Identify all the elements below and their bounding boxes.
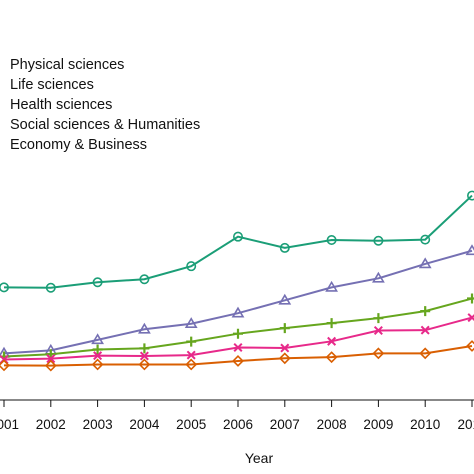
x-tick-label: 2007 <box>270 417 300 432</box>
data-point <box>231 306 245 318</box>
data-point <box>186 261 197 272</box>
series-2 <box>0 244 474 358</box>
data-point <box>467 293 474 304</box>
data-point <box>139 274 150 285</box>
legend-entry: Life sciences <box>10 77 94 93</box>
data-point <box>45 282 56 293</box>
x-tick-label: 2005 <box>176 417 206 432</box>
x-tick-label: 2003 <box>83 417 113 432</box>
data-point <box>372 271 385 283</box>
data-point <box>465 244 474 256</box>
data-point <box>327 336 337 346</box>
legend-entry: Economy & Business <box>10 137 147 153</box>
series-1 <box>0 190 474 293</box>
data-point <box>0 359 10 372</box>
data-point <box>138 322 151 334</box>
data-point <box>186 350 196 360</box>
data-point <box>326 234 337 245</box>
series-3 <box>0 293 474 362</box>
data-point <box>233 342 243 352</box>
legend-entry: Social sciences & Humanities <box>10 117 200 133</box>
data-point <box>185 358 198 371</box>
data-point <box>372 347 385 360</box>
data-point <box>46 354 56 364</box>
data-point <box>467 190 474 201</box>
x-axis-title: Year <box>245 450 274 466</box>
series-5 <box>0 340 474 372</box>
x-tick-label: 2006 <box>223 417 253 432</box>
x-tick-label: 2002 <box>36 417 66 432</box>
x-tick-label: 2004 <box>129 417 160 432</box>
data-point <box>138 358 151 371</box>
data-point <box>467 313 474 323</box>
x-tick-layer: 2001 2002 2003 2004 2005 2006 2007 2008 2009 2010… <box>0 400 474 432</box>
x-tick-label: 2001 <box>0 417 19 432</box>
data-point <box>419 347 432 360</box>
x-tick-label: 2008 <box>317 417 347 432</box>
data-point <box>91 358 104 371</box>
data-point <box>420 306 431 317</box>
data-point <box>232 355 244 367</box>
data-point <box>184 317 198 329</box>
series-layer <box>0 190 474 372</box>
data-point <box>139 351 149 361</box>
data-point <box>44 359 57 372</box>
data-point <box>325 280 338 292</box>
data-point <box>280 343 290 353</box>
series-line <box>3 194 473 289</box>
series-4 <box>0 313 474 364</box>
data-point <box>466 340 474 352</box>
x-tick-label: 2011 <box>457 417 474 432</box>
x-tick-label: 2010 <box>410 417 440 432</box>
data-point <box>139 343 150 354</box>
data-point <box>91 333 104 345</box>
data-point <box>233 231 244 242</box>
data-point <box>420 325 430 335</box>
data-point <box>420 234 431 245</box>
data-point <box>92 277 103 288</box>
data-point <box>373 235 384 246</box>
data-point <box>373 325 383 335</box>
data-point <box>279 242 290 253</box>
legend: Physical sciences Life sciences Health sci… <box>10 57 200 153</box>
data-point <box>186 336 197 347</box>
series-line <box>3 345 473 367</box>
data-point <box>279 323 290 334</box>
data-point <box>418 257 432 269</box>
data-point <box>326 318 337 329</box>
data-point <box>93 351 103 361</box>
x-tick-label: 2009 <box>363 417 393 432</box>
series-line <box>3 249 473 355</box>
data-point <box>325 351 338 364</box>
legend-entry: Physical sciences <box>10 57 124 73</box>
data-point <box>373 313 384 324</box>
legend-entry: Health sciences <box>10 97 112 113</box>
data-point <box>0 282 9 293</box>
data-point <box>92 344 103 355</box>
data-point <box>278 352 291 365</box>
data-point <box>278 293 292 305</box>
data-point <box>233 328 243 339</box>
